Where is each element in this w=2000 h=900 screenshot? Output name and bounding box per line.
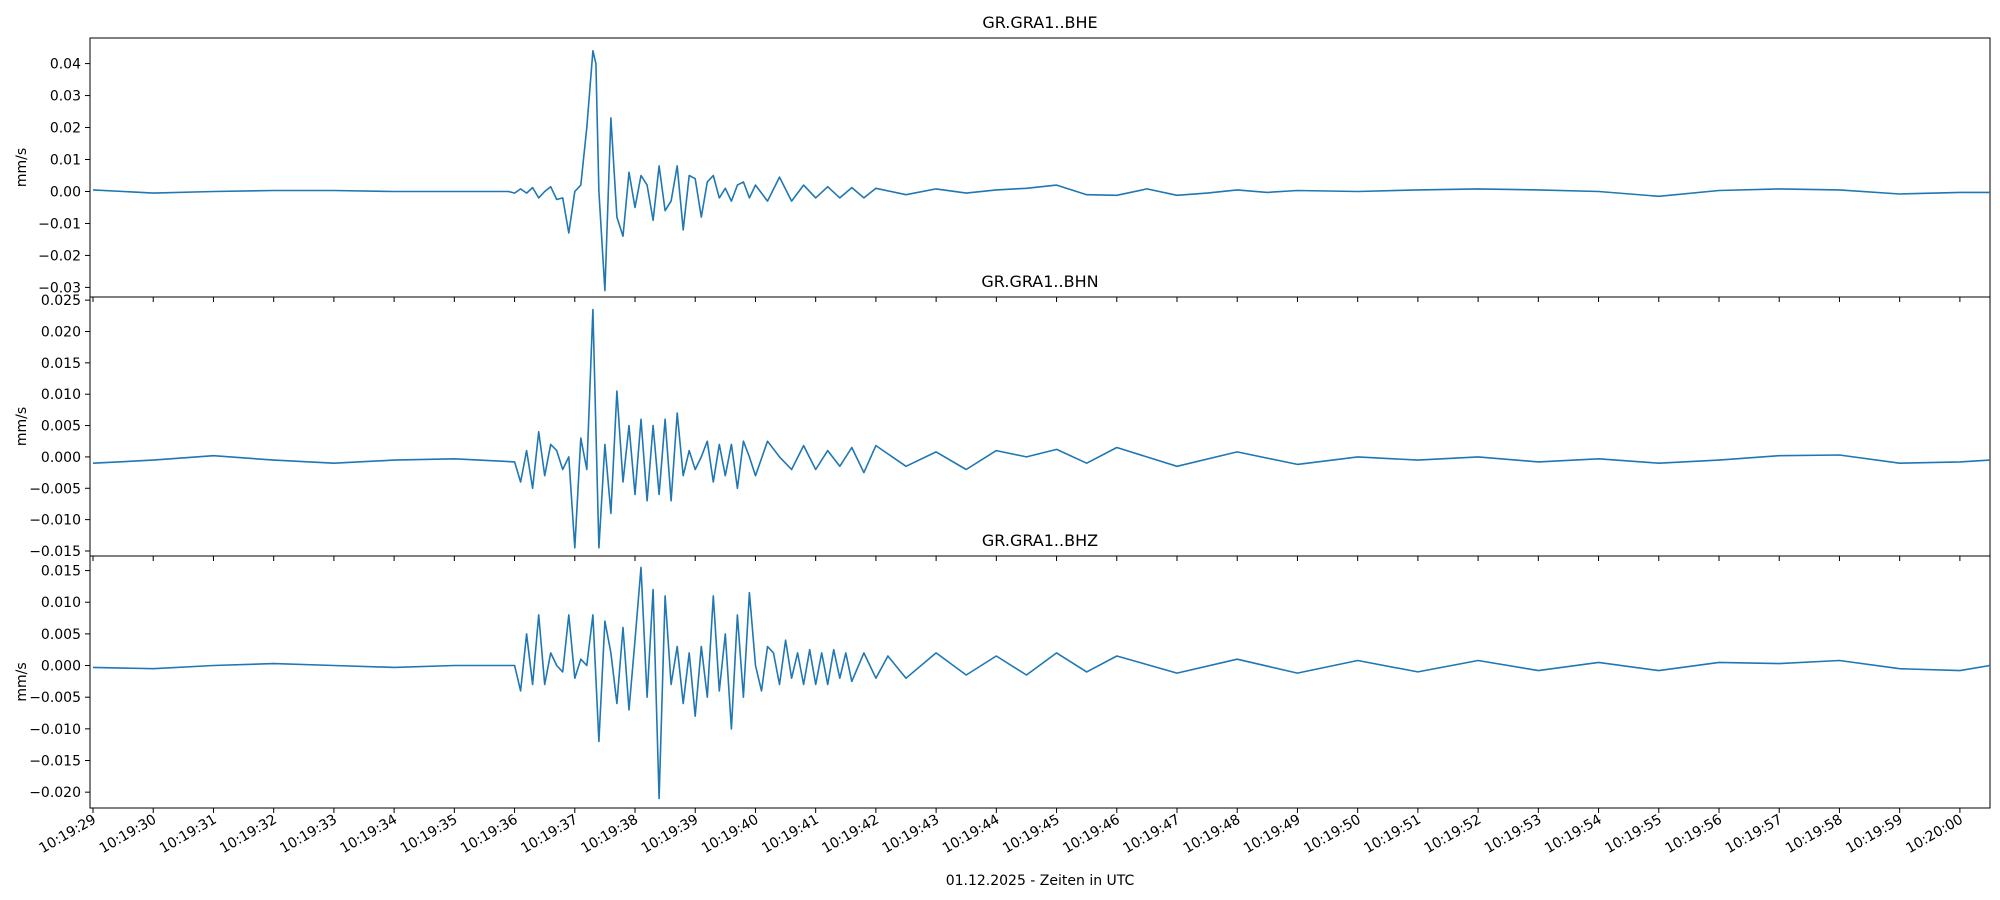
y-tick-label: 0.005: [41, 627, 81, 643]
y-tick-label: −0.015: [29, 754, 81, 770]
y-tick-label: 0.015: [41, 564, 81, 580]
y-tick-label: 0.005: [41, 419, 81, 435]
y-tick-label: −0.010: [29, 513, 81, 529]
panel-title: GR.GRA1..BHE: [982, 13, 1097, 32]
panel-2: GR.GRA1..BHZ −0.020 −0.015 −0.010 −0.005 0.00…: [14, 531, 1991, 813]
series-line: [92, 50, 1990, 292]
series-line: [92, 566, 1991, 800]
y-tick-label: 0.000: [41, 450, 81, 466]
y-tick-label: 0.025: [41, 293, 81, 309]
panel-0: GR.GRA1..BHE −0.03 −0.02 −0.01 0.00 0.01 0.02 0…: [14, 13, 1991, 302]
panel-1: GR.GRA1..BHN −0.015 −0.010 −0.005 0.000 0.005…: [14, 272, 1991, 561]
y-tick-label: 0.01: [50, 153, 81, 169]
panel-title: GR.GRA1..BHZ: [982, 531, 1098, 550]
y-tick-label: 0.04: [50, 57, 81, 73]
y-tick-label: 0.020: [41, 324, 81, 340]
panel-title: GR.GRA1..BHN: [981, 272, 1098, 291]
y-tick-label: −0.03: [38, 280, 81, 296]
y-tick-label: −0.005: [29, 481, 81, 497]
axes-frame: [89, 555, 1991, 809]
y-tick-label: 0.010: [41, 595, 81, 611]
y-axis-label: mm/s: [14, 407, 30, 446]
y-tick-label: −0.010: [29, 722, 81, 738]
y-tick-label: 0.03: [50, 89, 81, 105]
y-tick-label: 0.000: [41, 659, 81, 675]
y-tick-label: −0.020: [29, 785, 81, 801]
x-axis-label: 01.12.2025 - Zeiten in UTC: [946, 873, 1135, 889]
y-tick-label: −0.01: [38, 216, 81, 232]
y-tick-label: 0.015: [41, 356, 81, 372]
y-tick-label: −0.02: [38, 248, 81, 264]
y-tick-label: 0.00: [50, 184, 81, 200]
y-tick-label: 0.02: [50, 121, 81, 137]
y-tick-label: −0.015: [29, 544, 81, 560]
y-tick-label: −0.005: [29, 690, 81, 706]
y-axis-label: mm/s: [14, 148, 30, 187]
y-axis-label: mm/s: [14, 662, 30, 701]
y-tick-label: 0.010: [41, 387, 81, 403]
series-line: [92, 308, 1991, 549]
